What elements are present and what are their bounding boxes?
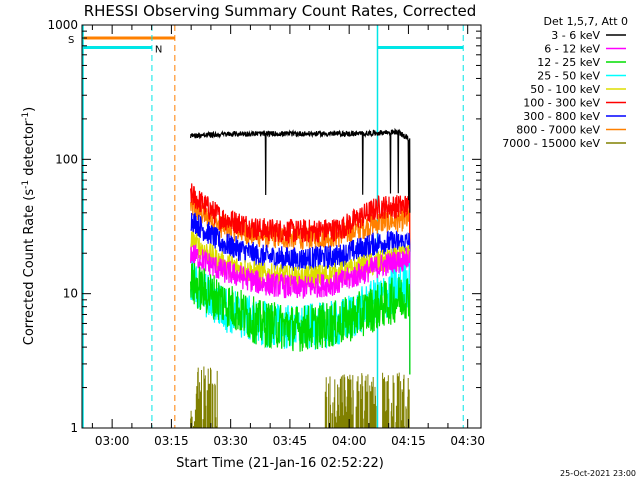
series-300-800keV bbox=[190, 212, 411, 375]
y-axis: 1 10 100 1000 bbox=[47, 18, 481, 435]
series-12-25keV bbox=[190, 263, 411, 375]
legend-label: 6 - 12 keV bbox=[544, 43, 600, 56]
flag-label: N bbox=[155, 44, 162, 55]
x-tick-label: 04:30 bbox=[450, 434, 485, 448]
x-tick-label: 04:00 bbox=[332, 434, 367, 448]
legend-label: 7000 - 15000 keV bbox=[502, 137, 600, 150]
flag-label: S bbox=[68, 35, 74, 46]
series-6-12keV bbox=[190, 244, 411, 375]
legend-label: 50 - 100 keV bbox=[530, 83, 600, 96]
chart-title: RHESSI Observing Summary Count Rates, Co… bbox=[84, 2, 477, 20]
y-tick-label: 1 bbox=[70, 421, 78, 435]
plot-area: SN bbox=[68, 25, 464, 428]
x-tick-label: 03:00 bbox=[95, 434, 130, 448]
y-tick-label: 10 bbox=[63, 287, 78, 301]
x-axis: 03:00 03:15 03:30 03:45 04:00 04:15 04:30 bbox=[91, 25, 485, 448]
x-tick-label: 03:45 bbox=[273, 434, 308, 448]
x-tick-label: 03:15 bbox=[154, 434, 189, 448]
y-axis-label: Corrected Count Rate (s-1 detector-1) bbox=[21, 107, 37, 345]
plot-frame bbox=[81, 24, 482, 429]
legend-label: 100 - 300 keV bbox=[523, 97, 600, 110]
legend-label: 12 - 25 keV bbox=[537, 56, 600, 69]
legend-label: 300 - 800 keV bbox=[523, 110, 600, 123]
x-tick-label: 03:30 bbox=[213, 434, 248, 448]
legend-label: 25 - 50 keV bbox=[537, 70, 600, 83]
series-3-6keV bbox=[190, 127, 411, 213]
y-tick-label: 1000 bbox=[47, 18, 78, 32]
series-100-300keV bbox=[190, 183, 411, 375]
legend-title: Det 1,5,7, Att 0 bbox=[544, 15, 628, 28]
x-axis-label: Start Time (21-Jan-16 02:52:22) bbox=[176, 456, 384, 471]
legend-label: 800 - 7000 keV bbox=[516, 124, 600, 137]
y-tick-label: 100 bbox=[55, 152, 78, 166]
legend-label: 3 - 6 keV bbox=[551, 29, 600, 42]
date-stamp: 25-Oct-2021 23:00 bbox=[560, 469, 636, 478]
x-tick-label: 04:15 bbox=[391, 434, 426, 448]
